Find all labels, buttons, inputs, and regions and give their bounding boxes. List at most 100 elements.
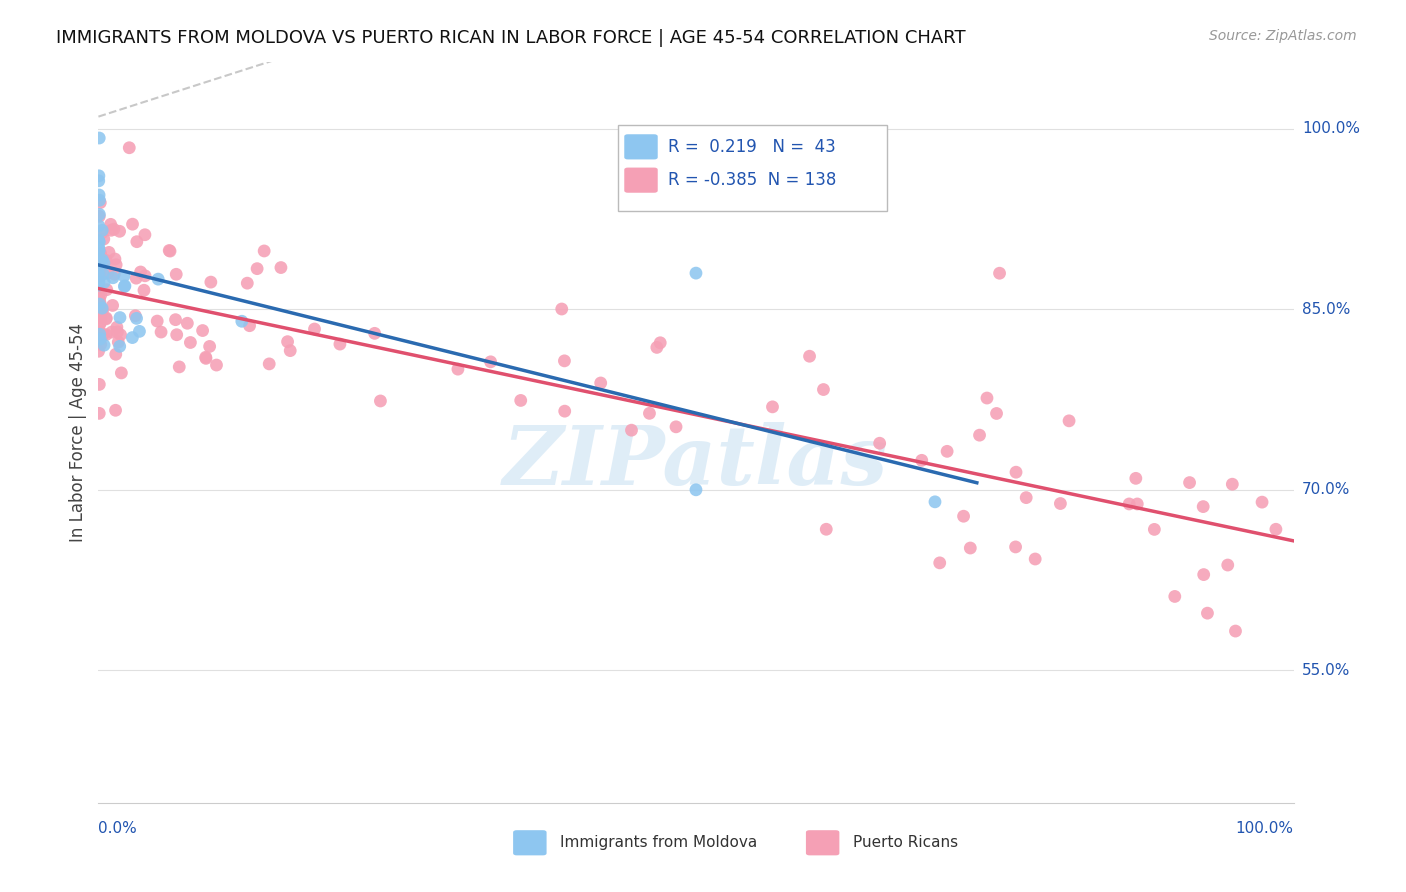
Point bbox=[1178, 475, 1201, 490]
Point bbox=[134, 227, 156, 242]
Point bbox=[93, 232, 115, 246]
Text: 100.0%: 100.0% bbox=[1302, 121, 1360, 136]
Point bbox=[89, 406, 111, 420]
Point bbox=[89, 293, 111, 307]
Point bbox=[125, 235, 148, 249]
Point bbox=[638, 406, 661, 420]
Point bbox=[911, 453, 934, 467]
Point bbox=[952, 509, 974, 524]
Point bbox=[589, 376, 612, 390]
Point bbox=[100, 218, 122, 232]
Point bbox=[87, 233, 110, 247]
Point bbox=[91, 252, 114, 267]
Point bbox=[118, 141, 141, 155]
Point bbox=[1192, 567, 1215, 582]
Text: 55.0%: 55.0% bbox=[1302, 663, 1350, 678]
Point bbox=[89, 235, 111, 249]
Point bbox=[103, 267, 125, 281]
Point bbox=[447, 362, 470, 376]
Point bbox=[90, 246, 112, 260]
Point bbox=[1049, 496, 1071, 510]
Point bbox=[89, 296, 111, 310]
Point bbox=[179, 335, 201, 350]
Point bbox=[194, 351, 217, 366]
Point bbox=[94, 327, 117, 342]
Point bbox=[650, 335, 672, 350]
Point bbox=[645, 340, 668, 354]
FancyBboxPatch shape bbox=[619, 126, 887, 211]
Point bbox=[89, 261, 111, 276]
Point bbox=[104, 403, 127, 417]
Point bbox=[246, 261, 269, 276]
Point bbox=[125, 311, 148, 326]
Text: 100.0%: 100.0% bbox=[1236, 821, 1294, 836]
Point bbox=[104, 347, 127, 361]
Point bbox=[87, 244, 110, 258]
Point bbox=[89, 269, 111, 284]
Point bbox=[799, 349, 821, 363]
Point bbox=[91, 303, 114, 318]
Point bbox=[239, 318, 262, 333]
Point bbox=[959, 541, 981, 555]
Point bbox=[270, 260, 292, 275]
Text: R =  0.219   N =  43: R = 0.219 N = 43 bbox=[668, 138, 837, 156]
Point bbox=[1164, 590, 1187, 604]
Point bbox=[89, 332, 111, 346]
Point bbox=[103, 222, 125, 236]
Point bbox=[304, 322, 326, 336]
Point bbox=[90, 288, 112, 302]
Point bbox=[105, 320, 128, 334]
Point bbox=[150, 325, 173, 339]
Point bbox=[101, 298, 124, 312]
Point bbox=[89, 327, 111, 342]
Point bbox=[1143, 522, 1166, 536]
Point bbox=[108, 310, 131, 325]
Point bbox=[815, 522, 838, 536]
Point bbox=[110, 366, 132, 380]
Point bbox=[129, 265, 152, 279]
Point bbox=[986, 407, 1008, 421]
Point bbox=[551, 301, 574, 316]
Point bbox=[94, 312, 117, 326]
Point bbox=[87, 301, 110, 315]
Point bbox=[90, 310, 112, 325]
Point bbox=[91, 226, 114, 240]
FancyBboxPatch shape bbox=[624, 135, 658, 160]
Point bbox=[110, 327, 132, 342]
Point bbox=[98, 245, 121, 260]
Point bbox=[89, 325, 111, 339]
Point bbox=[89, 131, 111, 145]
Point bbox=[91, 301, 114, 315]
Point bbox=[94, 253, 117, 268]
Point bbox=[1251, 495, 1274, 509]
Point bbox=[191, 324, 214, 338]
Point bbox=[509, 393, 531, 408]
Point bbox=[363, 326, 385, 341]
Point bbox=[553, 354, 575, 368]
Point bbox=[134, 268, 156, 283]
Point bbox=[1125, 471, 1147, 485]
Point bbox=[1126, 497, 1149, 511]
Point bbox=[87, 219, 110, 233]
Point bbox=[93, 256, 115, 270]
Point bbox=[90, 256, 112, 270]
Point bbox=[1225, 624, 1247, 638]
Point bbox=[329, 337, 352, 351]
Point bbox=[93, 338, 115, 352]
Point bbox=[121, 330, 143, 344]
FancyBboxPatch shape bbox=[624, 168, 658, 193]
Point bbox=[198, 339, 221, 353]
Point bbox=[87, 253, 110, 268]
Text: 0.0%: 0.0% bbox=[98, 821, 138, 836]
Point bbox=[166, 327, 188, 342]
Point bbox=[620, 423, 643, 437]
Point bbox=[91, 223, 114, 237]
Point bbox=[87, 344, 110, 359]
Point bbox=[1197, 606, 1219, 620]
Point bbox=[1216, 558, 1239, 572]
Point bbox=[89, 207, 111, 221]
Point bbox=[97, 266, 120, 280]
Point bbox=[928, 556, 950, 570]
Point bbox=[685, 266, 707, 280]
Point bbox=[114, 279, 136, 293]
